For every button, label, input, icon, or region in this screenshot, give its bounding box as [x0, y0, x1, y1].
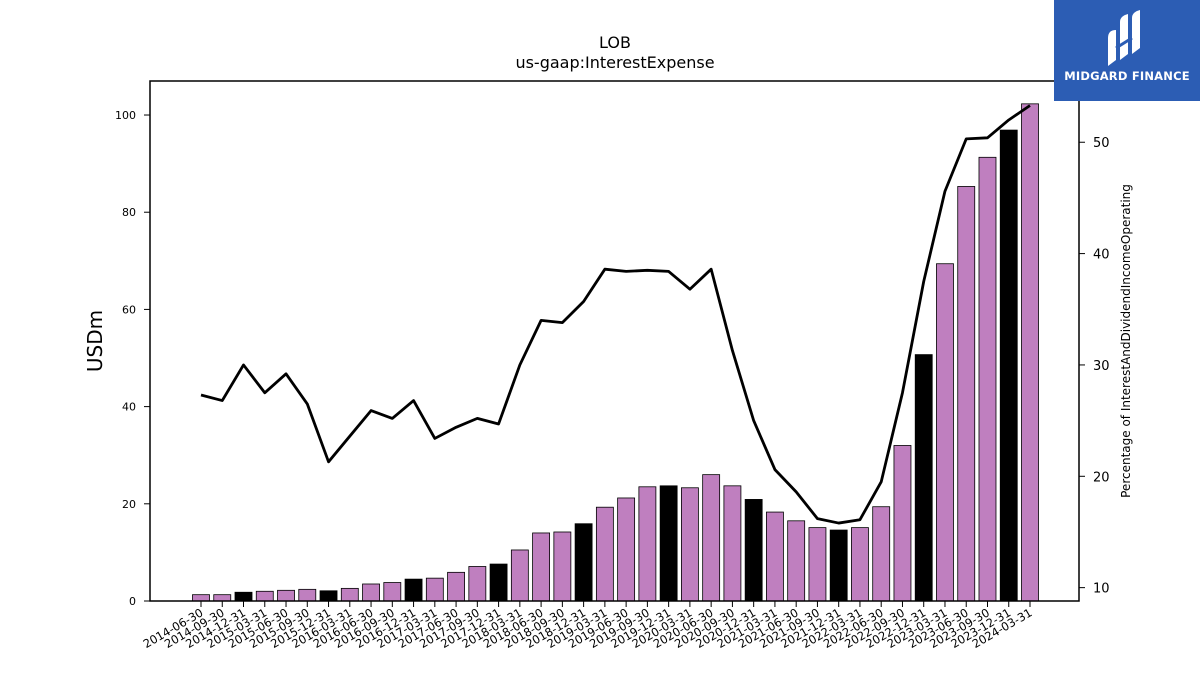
y-right-tick-label: 50 — [1093, 136, 1110, 151]
bar-2022-03-31 — [851, 527, 869, 602]
line-group — [200, 104, 1031, 525]
logo-mark-icon — [1108, 10, 1140, 66]
chart-subtitle: us-gaap:InterestExpense — [515, 53, 714, 72]
bar-2022-09-30 — [893, 445, 912, 602]
bar-2016-03-31 — [340, 587, 359, 602]
bar-2015-06-30 — [277, 589, 295, 602]
y-axis-right-label: Percentage of InterestAndDividendIncomeO… — [1119, 184, 1133, 498]
bar-2016-09-30 — [383, 582, 402, 602]
bar-2015-03-31 — [255, 590, 274, 602]
plot-frame — [149, 80, 1080, 602]
chart-title: LOB — [599, 33, 631, 52]
y-right-tick-label: 20 — [1093, 470, 1110, 485]
bar-2014-12-31 — [234, 591, 253, 602]
series-line-percentage — [200, 104, 1031, 525]
y-tick-label: 60 — [122, 303, 136, 316]
bar-2021-06-30 — [787, 520, 806, 602]
bar-2023-09-30 — [978, 156, 997, 602]
y-right-tick-label: 40 — [1093, 248, 1110, 263]
bar-2014-09-30 — [213, 594, 232, 602]
y-axis-label: USDm — [83, 310, 107, 372]
bar-2019-09-30 — [638, 486, 657, 602]
y-tick-label: 20 — [122, 498, 136, 511]
bar-2016-12-31 — [404, 578, 423, 602]
y-right-tick-label: 30 — [1093, 359, 1110, 374]
bar-2020-06-30 — [702, 474, 721, 602]
bar-2022-06-30 — [872, 506, 891, 602]
brand-logo: MIDGARD FINANCE — [1054, 0, 1200, 101]
x-axis: 2014-06-302014-09-302014-12-312015-03-31… — [141, 601, 1035, 651]
bar-2020-12-31 — [744, 499, 763, 602]
bar-2015-12-31 — [319, 590, 338, 602]
bar-2023-03-31 — [936, 263, 954, 602]
right-axis: 10 20 30 40 50 — [1079, 136, 1110, 597]
bar-2018-06-30 — [532, 532, 551, 602]
y-tick-label: 80 — [122, 206, 136, 219]
bar-2021-09-30 — [808, 527, 827, 602]
bar-2016-06-30 — [362, 583, 380, 602]
bar-2024-03-31 — [1021, 103, 1039, 602]
bar-2019-06-30 — [617, 497, 636, 602]
y-tick-label: 0 — [129, 595, 136, 608]
bar-2018-09-30 — [553, 531, 572, 602]
bars-group — [192, 103, 1039, 602]
bar-2020-03-31 — [680, 487, 699, 602]
bar-2017-12-31 — [489, 563, 508, 602]
bar-2019-12-31 — [659, 485, 678, 602]
bar-2017-03-31 — [425, 577, 444, 602]
bar-2014-06-30 — [192, 594, 210, 602]
y-tick-label: 100 — [115, 109, 136, 122]
y-tick-label: 40 — [122, 401, 136, 414]
bar-2017-06-30 — [447, 571, 465, 602]
bar-2019-03-31 — [595, 506, 614, 602]
bar-2021-12-31 — [829, 529, 848, 602]
bar-2023-12-31 — [999, 129, 1018, 602]
bar-2022-12-31 — [914, 354, 933, 602]
bar-2018-12-31 — [574, 523, 593, 602]
y-right-tick-label: 10 — [1093, 582, 1110, 597]
bar-2015-09-30 — [298, 588, 317, 602]
bar-2021-03-31 — [766, 511, 784, 602]
bar-2020-09-30 — [723, 485, 742, 602]
bar-2017-09-30 — [468, 566, 487, 602]
left-axis: 0 20 40 60 80 100 — [115, 109, 150, 608]
bar-2018-03-31 — [510, 549, 529, 602]
logo-text: MIDGARD FINANCE — [1064, 69, 1190, 83]
bar-2023-06-30 — [957, 186, 976, 602]
